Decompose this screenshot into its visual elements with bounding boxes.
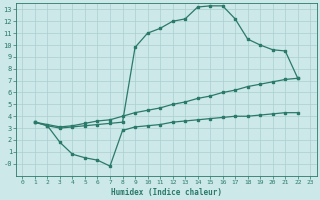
X-axis label: Humidex (Indice chaleur): Humidex (Indice chaleur) <box>111 188 222 197</box>
